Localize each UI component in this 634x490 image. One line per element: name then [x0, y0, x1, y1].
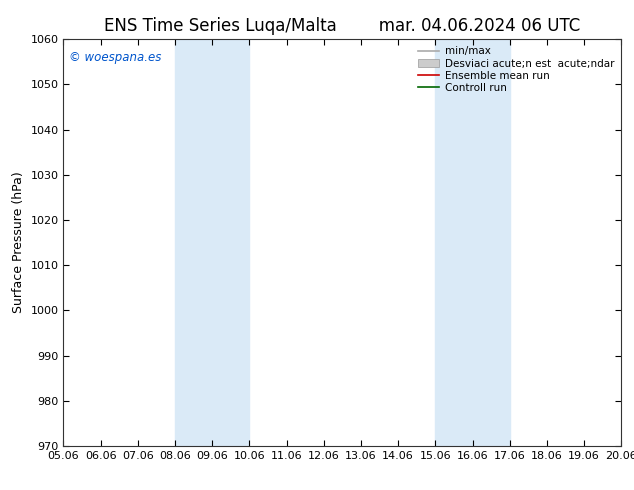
Bar — [436, 39, 510, 446]
Text: © woespana.es: © woespana.es — [69, 51, 162, 64]
Legend: min/max, Desviaci acute;n est  acute;ndar, Ensemble mean run, Controll run: min/max, Desviaci acute;n est acute;ndar… — [417, 45, 616, 95]
Y-axis label: Surface Pressure (hPa): Surface Pressure (hPa) — [12, 172, 25, 314]
Bar — [175, 39, 249, 446]
Title: ENS Time Series Luqa/Malta        mar. 04.06.2024 06 UTC: ENS Time Series Luqa/Malta mar. 04.06.20… — [104, 17, 581, 35]
